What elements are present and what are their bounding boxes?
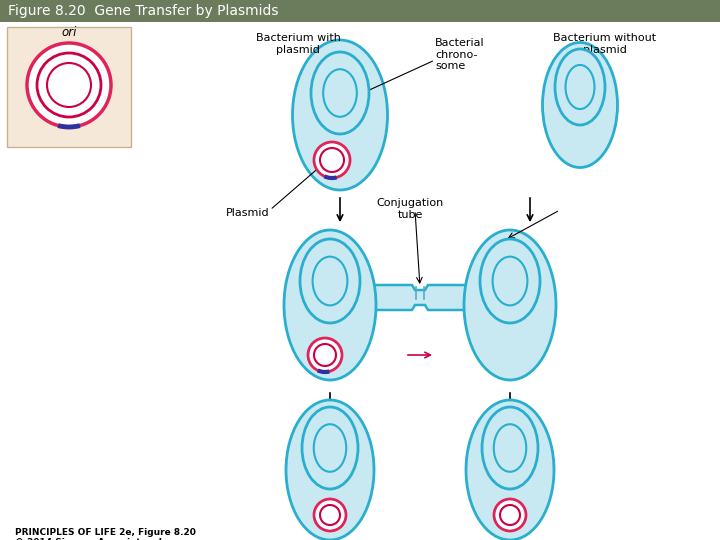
Ellipse shape [482,407,538,489]
Circle shape [37,53,101,117]
Polygon shape [370,285,470,310]
Ellipse shape [284,230,376,380]
Text: Figure 8.20  Gene Transfer by Plasmids: Figure 8.20 Gene Transfer by Plasmids [8,4,279,18]
Ellipse shape [542,43,618,167]
Text: Plasmid: Plasmid [226,208,270,218]
Ellipse shape [323,69,357,117]
Ellipse shape [292,40,387,190]
Circle shape [314,499,346,531]
Text: Bacterium with
plasmid: Bacterium with plasmid [256,33,341,55]
Bar [0,0,720,22]
Circle shape [320,505,340,525]
Text: Bacterial
chrono-
some: Bacterial chrono- some [435,38,485,71]
Text: Bacterium without
plasmid: Bacterium without plasmid [554,33,657,55]
Circle shape [500,505,520,525]
Circle shape [494,499,526,531]
Ellipse shape [466,400,554,540]
Circle shape [314,344,336,366]
Circle shape [308,338,342,372]
Circle shape [314,142,350,178]
Circle shape [320,148,344,172]
Ellipse shape [464,230,556,380]
Ellipse shape [300,239,360,323]
Ellipse shape [314,424,346,472]
Circle shape [47,63,91,107]
Text: PRINCIPLES OF LIFE 2e, Figure 8.20
© 2014 Sinauer Associates, Inc.: PRINCIPLES OF LIFE 2e, Figure 8.20 © 201… [15,528,196,540]
Ellipse shape [312,256,347,305]
Ellipse shape [555,49,605,125]
Ellipse shape [565,65,595,109]
Text: ori: ori [61,26,77,39]
Ellipse shape [302,407,358,489]
Ellipse shape [311,52,369,134]
Text: Conjugation
tube: Conjugation tube [377,198,444,220]
Ellipse shape [494,424,526,472]
Ellipse shape [492,256,527,305]
Ellipse shape [480,239,540,323]
Ellipse shape [286,400,374,540]
FancyBboxPatch shape [7,27,131,147]
Circle shape [27,43,111,127]
